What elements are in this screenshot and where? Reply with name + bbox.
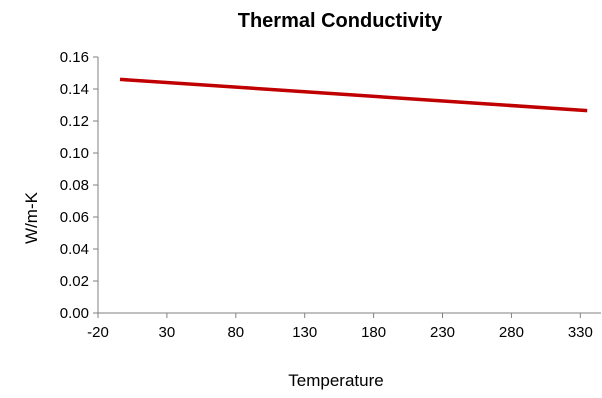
series-line [119,77,588,113]
y-tick-label: 0.16 [60,49,89,66]
y-tick-label: 0.08 [60,177,89,194]
x-axis: -20 30 80 130 180 230 280 330 [87,312,601,341]
y-tick-label: 0.10 [60,145,89,162]
x-tick-label: 180 [361,324,386,341]
y-tick-label: 0.06 [60,209,89,226]
y-axis-label: W/m-K [22,191,41,244]
x-tick-label: 80 [227,324,244,341]
x-tick-label: 130 [292,324,317,341]
series-group [119,77,588,113]
x-axis-label: Temperature [288,371,383,390]
y-tick-label: 0.00 [60,305,89,322]
y-tick-label: 0.02 [60,273,89,290]
x-tick-label: 280 [499,324,524,341]
x-tick-label: 230 [430,324,455,341]
y-tick-label: 0.12 [60,113,89,130]
chart-title: Thermal Conductivity [238,10,443,32]
x-tick-label: -20 [87,324,109,341]
y-tick-label: 0.04 [60,241,89,258]
y-axis: 0.00 0.02 0.04 0.06 0.08 0.10 0.12 0.14 0.16 [60,49,99,322]
x-tick-label: 30 [159,324,176,341]
x-tick-label: 330 [568,324,593,341]
y-tick-label: 0.14 [60,81,89,98]
